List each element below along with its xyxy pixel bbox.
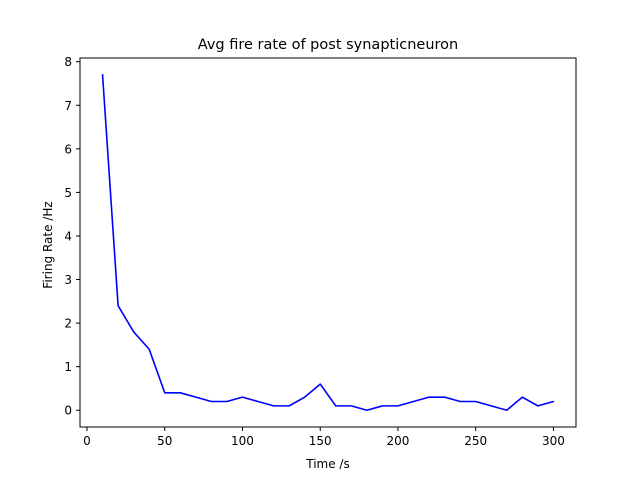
x-tick-label: 150 [309,434,332,448]
plot-frame [79,57,577,428]
y-tick-label: 8 [64,55,72,69]
series-line-0 [101,73,555,412]
x-tick-label: 200 [387,434,410,448]
y-tick-label: 3 [64,273,72,287]
chart-title: Avg fire rate of post synapticneuron [198,37,458,53]
y-tick-label: 4 [64,229,72,243]
x-tick-label: 100 [231,434,254,448]
y-tick-label: 1 [64,360,72,374]
y-tick-label: 6 [64,142,72,156]
y-tick-label: 2 [64,317,72,331]
x-tick-label: 0 [83,434,91,448]
x-tick-label: 250 [464,434,487,448]
y-tick-label: 7 [64,99,72,113]
y-tick-label: 5 [64,186,72,200]
y-axis-label: Firing Rate /Hz [41,201,55,288]
y-tick-label: 0 [64,404,72,418]
x-tick-label: 50 [157,434,172,448]
x-tick-label: 300 [542,434,565,448]
plot-area: 0 50 100 150 200 250 300 0 1 2 3 4 5 6 7 8 [64,55,577,448]
x-axis-label: Time /s [305,457,349,471]
